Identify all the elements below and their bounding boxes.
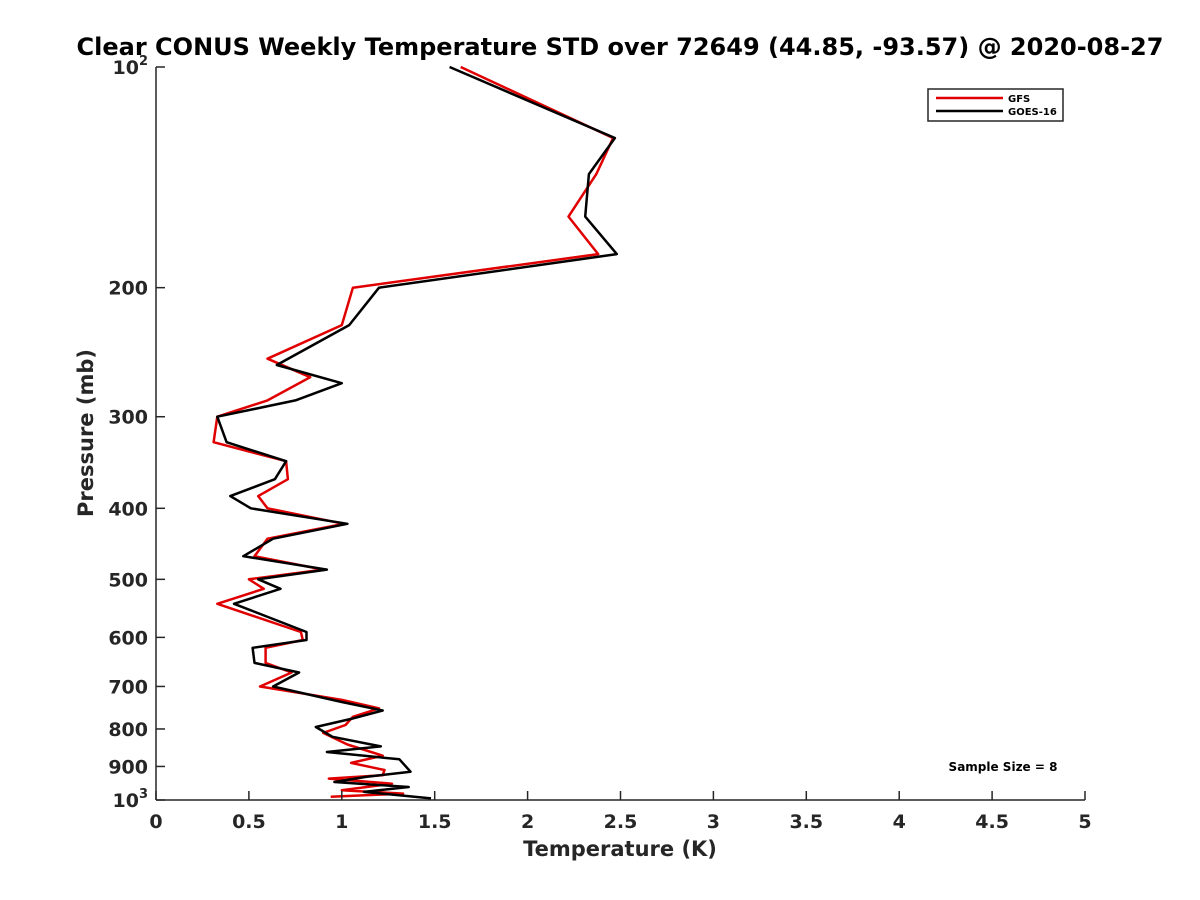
y-axis-label: Pressure (mb) (74, 349, 98, 517)
legend-label: GOES-16 (1008, 107, 1057, 118)
x-tick-label: 5 (1078, 811, 1091, 833)
legend: GFS GOES-16 (927, 88, 1064, 122)
legend-box (927, 88, 1064, 122)
x-tick-label: 1 (335, 811, 348, 833)
chart-title: Clear CONUS Weekly Temperature STD over … (77, 33, 1164, 61)
y-tick-label: 102 (113, 54, 149, 79)
x-tick-label: 3 (707, 811, 720, 833)
x-tick-label: 2 (521, 811, 534, 833)
y-tick-label: 800 (108, 719, 148, 741)
y-tick-label: 500 (108, 569, 148, 591)
y-tick-label: 900 (108, 756, 148, 778)
x-tick-label: 1.5 (418, 811, 452, 833)
x-tick-label: 4 (893, 811, 906, 833)
series-line-gfs (212, 65, 615, 799)
x-tick-label: 3.5 (789, 811, 823, 833)
sample-size-annotation: Sample Size = 8 (949, 760, 1058, 774)
x-axis-label: Temperature (K) (523, 837, 717, 861)
y-tick-label: 700 (108, 676, 148, 698)
y-tick-label: 200 (108, 278, 148, 300)
y-tick-label: 103 (113, 787, 149, 812)
legend-label: GFS (1008, 94, 1030, 105)
y-tick-label: 600 (108, 627, 148, 649)
x-tick-label: 0.5 (232, 811, 266, 833)
axes: 0 0.5 1 1.5 2 2.5 3 3.5 4 4.5 5 102 200 300 400 500 600 7… (108, 54, 1091, 833)
x-tick-label: 0 (149, 811, 162, 833)
x-tick-label: 4.5 (975, 811, 1009, 833)
y-tick-label: 400 (108, 498, 148, 520)
plot-area (212, 65, 619, 800)
series-line-goes16 (216, 65, 619, 800)
x-tick-label: 2.5 (604, 811, 638, 833)
y-tick-label: 300 (108, 407, 148, 429)
